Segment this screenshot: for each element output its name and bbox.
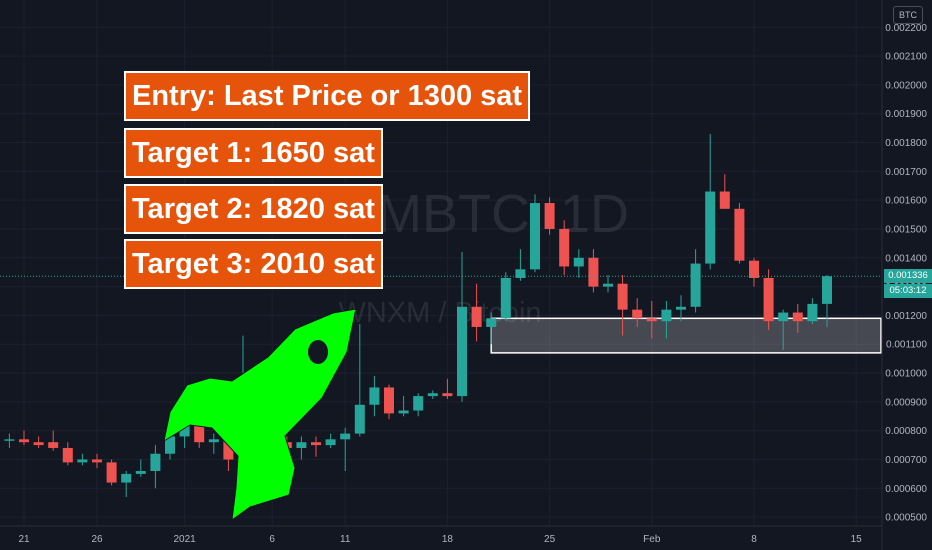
target-3-callout: Target 3: 2010 sat xyxy=(124,239,383,289)
candle xyxy=(457,252,467,402)
time-tick-label: Feb xyxy=(643,534,661,545)
candle xyxy=(325,433,336,448)
candle xyxy=(559,220,570,276)
candle xyxy=(311,436,321,457)
candle xyxy=(135,459,146,477)
time-tick-label: 8 xyxy=(751,534,757,545)
price-tick-label: 0.001600 xyxy=(885,196,927,207)
candle xyxy=(646,301,657,339)
candle xyxy=(4,433,15,448)
entry-callout: Entry: Last Price or 1300 sat xyxy=(124,71,531,121)
candle xyxy=(573,249,584,278)
candle xyxy=(413,393,424,417)
price-tick-label: 0.001900 xyxy=(885,109,927,120)
candle xyxy=(778,309,789,350)
candle xyxy=(92,453,102,469)
candle xyxy=(500,272,511,322)
candle xyxy=(588,249,599,293)
candle xyxy=(354,324,365,437)
candle xyxy=(296,436,307,460)
candle xyxy=(427,390,438,399)
candle xyxy=(734,203,745,264)
support-zone-box[interactable] xyxy=(490,317,882,354)
time-tick-label: 25 xyxy=(544,534,556,545)
candle xyxy=(384,384,394,420)
price-axis[interactable]: 0.002200 0.002100 0.002000 0.001900 0.001800… xyxy=(885,23,927,524)
target-2-callout: Target 2: 1820 sat xyxy=(124,184,383,234)
candle xyxy=(763,269,774,330)
candle xyxy=(398,396,409,417)
time-tick-label: 6 xyxy=(269,534,275,545)
currency-button[interactable]: BTC xyxy=(893,6,923,24)
time-tick-label: 21 xyxy=(18,534,30,545)
target-1-callout: Target 1: 1650 sat xyxy=(124,128,383,178)
rocket-icon xyxy=(163,308,357,522)
price-tick-label: 0.000600 xyxy=(885,484,927,495)
time-tick-label: 2021 xyxy=(173,534,196,545)
time-tick-label: 11 xyxy=(340,534,351,545)
candle xyxy=(676,295,686,322)
candle xyxy=(150,445,161,489)
countdown-badge: 05:03:12 xyxy=(884,284,932,299)
time-tick-label: 26 xyxy=(91,534,103,545)
candle xyxy=(661,301,672,339)
candle xyxy=(544,197,555,235)
support-zone[interactable] xyxy=(490,317,882,354)
candles xyxy=(4,133,832,497)
candle xyxy=(442,378,453,399)
price-tick-label: 0.001400 xyxy=(885,253,927,264)
last-price-badge: 0.001336 xyxy=(884,269,932,284)
candle xyxy=(48,430,59,451)
time-axis[interactable]: 21 26 2021 6 11 18 25 Feb 8 15 xyxy=(18,534,862,545)
candle xyxy=(719,174,730,209)
candle xyxy=(106,459,117,486)
price-tick-label: 0.001000 xyxy=(885,369,927,380)
candle xyxy=(471,283,482,342)
candle xyxy=(617,275,628,336)
price-tick-label: 0.001200 xyxy=(885,311,927,322)
price-tick-label: 0.001700 xyxy=(885,167,927,178)
candle xyxy=(690,249,701,313)
rocket-window xyxy=(308,340,328,364)
candle xyxy=(33,436,44,448)
candle xyxy=(822,275,832,327)
candle xyxy=(530,194,540,273)
price-tick-label: 0.000700 xyxy=(885,455,927,466)
candle xyxy=(19,430,29,446)
price-tick-label: 0.000900 xyxy=(885,397,927,408)
price-tick-label: 0.001100 xyxy=(886,340,927,351)
candle xyxy=(208,433,219,454)
candle xyxy=(340,427,351,472)
price-tick-label: 0.000800 xyxy=(885,426,927,437)
candle xyxy=(369,375,380,417)
price-tick-label: 0.002100 xyxy=(885,52,927,63)
price-tick-label: 0.001800 xyxy=(885,138,927,149)
time-tick-label: 18 xyxy=(442,534,454,545)
candle xyxy=(792,303,803,333)
candle xyxy=(515,249,526,281)
candle xyxy=(705,133,716,270)
price-tick-label: 0.002000 xyxy=(885,80,927,91)
candle xyxy=(807,298,818,325)
candle xyxy=(77,453,88,466)
price-tick-label: 0.000500 xyxy=(885,513,927,524)
candle xyxy=(62,442,73,466)
candle xyxy=(749,257,759,287)
price-tick-label: 0.001500 xyxy=(885,224,927,235)
candle xyxy=(486,312,497,345)
price-tick-label: 0.002200 xyxy=(885,23,927,34)
time-tick-label: 15 xyxy=(851,534,863,545)
candle xyxy=(603,275,613,293)
candle xyxy=(121,471,132,497)
candle xyxy=(632,298,643,327)
